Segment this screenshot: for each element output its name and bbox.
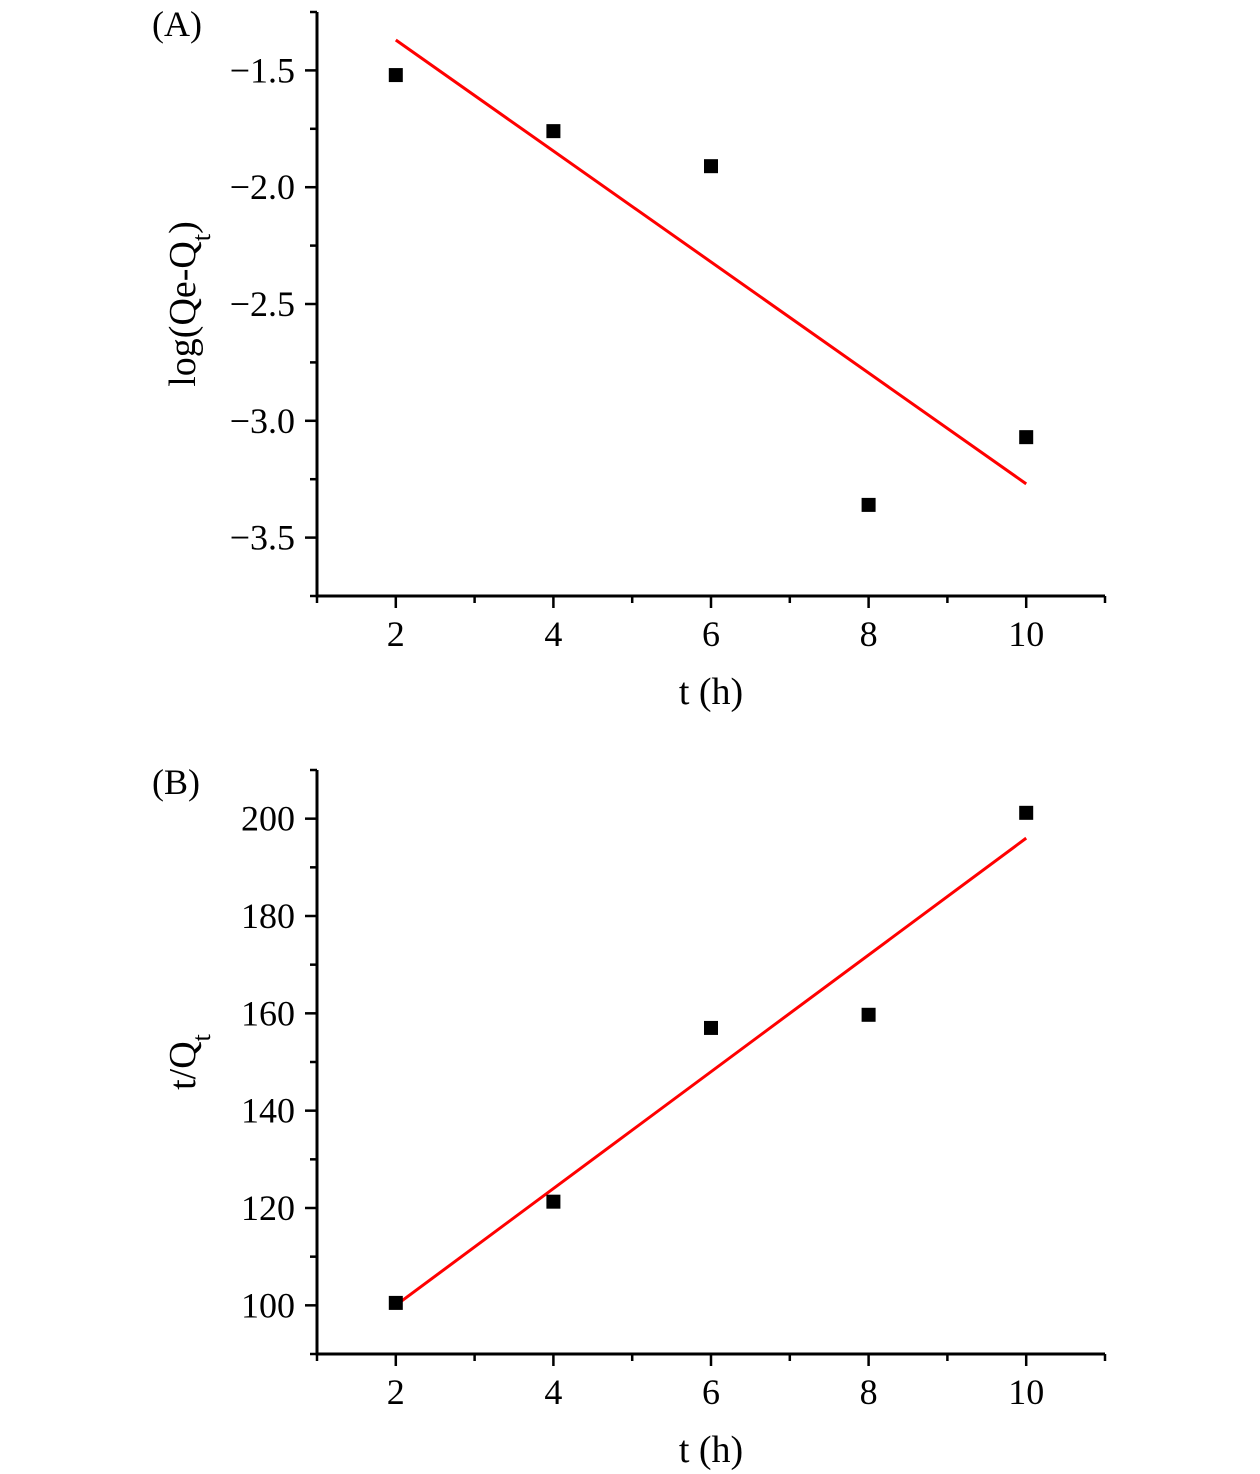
y-tick-label: 120: [241, 1188, 295, 1228]
y-axis-title: log(Qe-Qt): [162, 221, 216, 387]
fit-line: [394, 38, 1028, 486]
panel-label: (A): [152, 4, 202, 44]
x-tick-label: 10: [1008, 1372, 1044, 1412]
y-tick-label: 140: [241, 1091, 295, 1131]
data-point: [704, 159, 718, 174]
y-tick-label: 200: [241, 799, 295, 839]
data-point: [388, 1295, 403, 1310]
y-tick-label: −1.5: [230, 50, 295, 90]
data-point: [1019, 430, 1034, 445]
x-tick-label: 10: [1008, 614, 1044, 654]
x-tick-label: 8: [860, 614, 878, 654]
data-point: [704, 1020, 718, 1035]
x-axis-title: t (h): [679, 671, 743, 713]
data-point: [861, 497, 876, 512]
data-point: [1019, 805, 1034, 820]
y-tick-label: −3.0: [230, 401, 295, 441]
data-point: [546, 124, 561, 139]
y-tick-label: 180: [241, 896, 295, 936]
data-point: [861, 1007, 876, 1022]
y-axis-title: t/Qt: [162, 1033, 216, 1090]
x-tick-label: 6: [702, 1372, 720, 1412]
y-tick-label: 100: [241, 1285, 295, 1325]
panel-a: 2 4 6 8 10 −1.5 −2.0 −2.5 −3.0 −3.5 (A) t (h) log(Qe…: [152, 4, 1107, 713]
panel-b: 2 4 6 8 10 100 120 140 160 180 200 (B) t (h) t/Qt: [152, 762, 1107, 1471]
data-point: [546, 1194, 561, 1209]
x-axis-title: t (h): [679, 1429, 743, 1471]
x-tick-label: 4: [544, 614, 562, 654]
y-tick-label: −2.5: [230, 284, 295, 324]
panel-label: (B): [152, 762, 200, 802]
y-tick-label: 160: [241, 993, 295, 1033]
data-point: [388, 68, 403, 83]
y-tick-label: −2.0: [230, 167, 295, 207]
x-tick-label: 6: [702, 614, 720, 654]
x-tick-label: 4: [544, 1372, 562, 1412]
y-tick-label: −3.5: [230, 518, 295, 558]
x-tick-label: 2: [387, 1372, 405, 1412]
x-tick-label: 8: [860, 1372, 878, 1412]
x-tick-label: 2: [387, 614, 405, 654]
fit-line: [394, 836, 1028, 1307]
